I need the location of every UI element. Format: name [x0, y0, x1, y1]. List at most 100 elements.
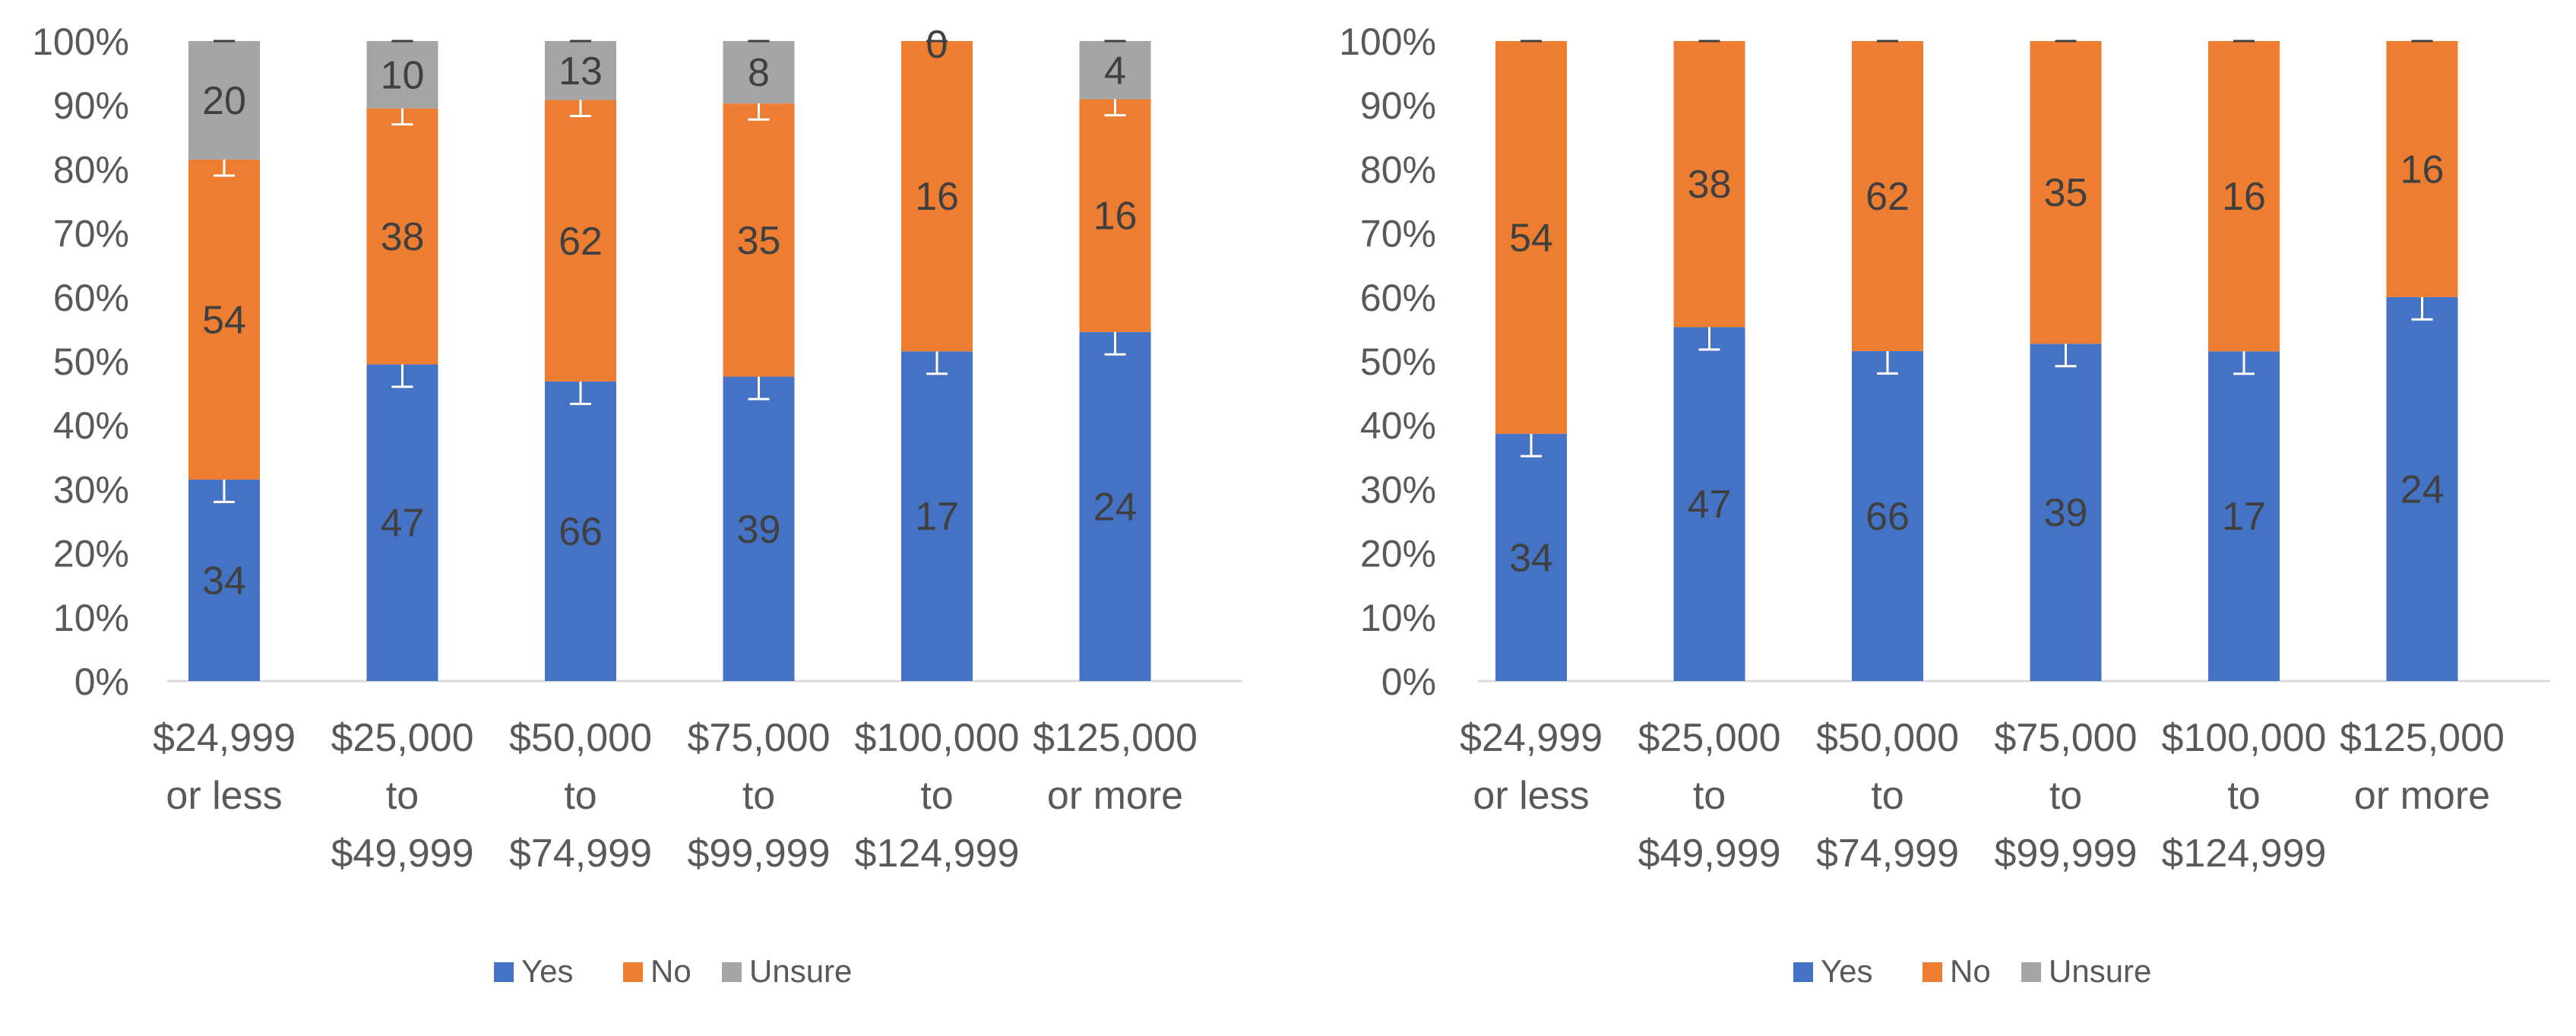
- data-label-no: 16: [915, 175, 959, 219]
- x-category-line: to: [386, 774, 419, 818]
- x-category-label: $125,000 or more: [2340, 716, 2505, 818]
- bar-yes: [2208, 351, 2280, 681]
- bar-no: [1673, 41, 1745, 328]
- data-label-no: 16: [2400, 147, 2445, 192]
- legend-label-unsure: Unsure: [2049, 953, 2151, 989]
- x-category-line: $99,999: [1995, 832, 2138, 876]
- y-tick-label: 0%: [1381, 661, 1436, 703]
- bar-yes: [545, 381, 616, 681]
- legend-swatch-yes: [494, 962, 514, 982]
- y-tick-label: 80%: [1360, 148, 1436, 191]
- x-category-line: $100,000: [2162, 716, 2327, 760]
- data-label-no: 35: [737, 219, 781, 263]
- x-category-label: $25,000 to $49,999: [331, 716, 474, 876]
- x-category-label: $24,999 or less: [153, 716, 296, 818]
- x-category-line: $50,000: [1816, 716, 1959, 760]
- x-category-line: or more: [1047, 774, 1183, 818]
- y-tick-label: 20%: [53, 533, 129, 575]
- x-category-line: to: [920, 774, 953, 818]
- data-label-yes: 17: [915, 495, 959, 539]
- x-category-line: or more: [2354, 774, 2490, 818]
- bar-no: [2030, 41, 2102, 344]
- legend-swatch-yes: [1793, 962, 1813, 982]
- bar-no: [901, 41, 973, 352]
- bar-yes: [1495, 433, 1567, 681]
- y-tick-label: 10%: [53, 597, 129, 639]
- x-category-label: $100,000 to $124,999: [855, 716, 1020, 876]
- y-tick-label: 40%: [1360, 404, 1436, 447]
- y-tick-label: 30%: [53, 468, 129, 511]
- x-category-line: to: [2227, 774, 2260, 818]
- data-label-no: 54: [202, 298, 246, 342]
- y-tick-label: 70%: [53, 213, 129, 255]
- bar-yes: [1852, 350, 1923, 681]
- data-label-yes: 47: [381, 502, 425, 546]
- x-category-label: $24,999 or less: [1460, 716, 1603, 818]
- chart-2: 0% 10% 20% 30% 40% 50% 60% 70% 80% 90% 100% 34 54 $24…: [1339, 21, 2550, 989]
- bar-no: [1495, 41, 1567, 434]
- x-category-line: $124,999: [855, 832, 1020, 876]
- legend-swatch-unsure: [2021, 962, 2041, 982]
- legend-label-yes: Yes: [1821, 953, 1873, 989]
- data-label-no: 16: [1093, 195, 1138, 239]
- x-category-line: $124,999: [2162, 832, 2327, 876]
- x-category-label: $50,000 to $74,999: [1816, 716, 1959, 876]
- x-category-line: $75,000: [688, 716, 831, 760]
- x-category-line: $50,000: [509, 716, 652, 760]
- x-category-label: $100,000 to $124,999: [2162, 716, 2327, 876]
- x-category-line: $125,000: [1033, 716, 1198, 760]
- data-label-yes: 34: [202, 559, 246, 603]
- y-tick-label: 90%: [1360, 84, 1436, 127]
- x-category-line: $49,999: [1638, 832, 1781, 876]
- x-category-line: to: [742, 774, 775, 818]
- legend-label-unsure: Unsure: [749, 953, 852, 989]
- x-category-line: or less: [166, 774, 282, 818]
- y-tick-label: 100%: [32, 21, 129, 63]
- y-tick-label: 80%: [53, 148, 129, 191]
- y-tick-label: 60%: [1360, 277, 1436, 319]
- data-label-no: 62: [1866, 175, 1910, 219]
- data-label-no: 38: [381, 215, 425, 259]
- bar-no: [1079, 99, 1151, 332]
- data-label-yes: 66: [559, 510, 603, 554]
- bar-unsure: [1079, 41, 1151, 100]
- bar-no: [366, 108, 438, 365]
- data-label-unsure: 0: [926, 23, 948, 67]
- chart-1: 0% 10% 20% 30% 40% 50% 60% 70% 80% 90% 100% 34 54 20 $…: [32, 21, 1242, 989]
- y-tick-label: 40%: [53, 404, 129, 447]
- data-label-unsure: 10: [381, 53, 425, 97]
- data-label-unsure: 13: [559, 49, 603, 93]
- data-label-yes: 24: [1093, 485, 1138, 529]
- x-category-label: $75,000 to $99,999: [688, 716, 831, 876]
- bar-yes: [2030, 344, 2102, 681]
- y-tick-label: 90%: [53, 84, 129, 127]
- data-label-yes: 39: [737, 508, 781, 552]
- y-tick-label: 30%: [1360, 468, 1436, 511]
- legend-label-no: No: [1950, 953, 1991, 989]
- y-tick-label: 50%: [53, 341, 129, 383]
- legend-swatch-unsure: [722, 962, 742, 982]
- bar-yes: [901, 351, 973, 681]
- data-label-no: 62: [559, 220, 603, 264]
- data-label-yes: 17: [2222, 495, 2266, 539]
- x-category-line: $49,999: [331, 832, 474, 876]
- x-category-line: $99,999: [688, 832, 831, 876]
- bar-no: [188, 159, 260, 480]
- bar-unsure: [545, 41, 616, 100]
- bar-yes: [188, 479, 260, 681]
- x-category-line: $24,999: [153, 716, 296, 760]
- legend-label-no: No: [650, 953, 691, 989]
- y-tick-label: 20%: [1360, 533, 1436, 575]
- x-category-line: $25,000: [331, 716, 474, 760]
- y-tick-label: 100%: [1339, 21, 1436, 63]
- bar-no: [723, 103, 795, 377]
- bar-yes: [1673, 327, 1745, 681]
- legend-label-yes: Yes: [521, 953, 574, 989]
- y-tick-label: 50%: [1360, 341, 1436, 383]
- data-label-yes: 66: [1866, 495, 1910, 539]
- data-label-no: 38: [1688, 163, 1732, 207]
- x-category-label: $75,000 to $99,999: [1995, 716, 2138, 876]
- bar-unsure: [723, 41, 795, 104]
- x-category-line: $100,000: [855, 716, 1020, 760]
